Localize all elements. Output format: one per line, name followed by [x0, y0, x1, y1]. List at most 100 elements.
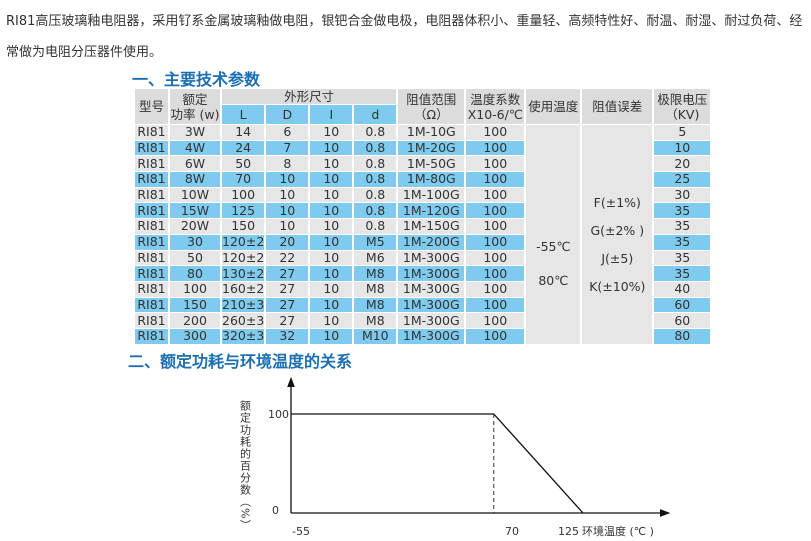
col-L: L [222, 105, 265, 124]
table-row: RI81 80 130±2 27 10 M8 1M-300G 100 35 [135, 265, 711, 281]
table-cell: 8 [266, 156, 309, 172]
table-cell: 100 [466, 298, 525, 313]
table-cell: 20 [266, 235, 309, 250]
table-cell: 6W [170, 156, 220, 172]
table-cell: 150 [170, 298, 220, 313]
table-cell: 10 [310, 298, 353, 313]
tolerance-item: K(±10%) [589, 279, 646, 295]
table-cell: M8 [354, 313, 397, 328]
table-cell: 10 [654, 141, 711, 156]
table-cell: 1M-300G [398, 329, 465, 344]
table-cell: 1M-100G [398, 188, 465, 203]
table-cell: 125 [222, 203, 265, 219]
col-power: 额定 功率 (w) [170, 89, 220, 124]
table-cell: 80 [170, 266, 220, 281]
col-range: 阻值范围 （Ω） [398, 89, 465, 124]
table-cell: RI81 [135, 329, 168, 344]
table-row: RI81 3W 14 6 10 0.8 1M-10G 100 -55℃ 80℃ F(±1%) G(±2… [135, 125, 711, 344]
table-row: RI81 8W 70 10 10 0.8 1M-80G 100 25 [135, 172, 711, 187]
col-temp: 使用温度 [526, 89, 581, 124]
table-cell: 60 [654, 298, 711, 313]
tolerance-item: J(±5) [601, 251, 634, 267]
table-cell: M10 [354, 329, 397, 344]
table-cell: 1M-300G [398, 298, 465, 313]
table-cell: 200 [170, 313, 220, 328]
table-cell: 10 [310, 156, 353, 172]
table-cell: 0.8 [354, 188, 397, 203]
table-cell: 1M-20G [398, 141, 465, 156]
table-cell: RI81 [135, 141, 168, 156]
table-cell: 50 [170, 250, 220, 266]
table-cell: 100 [466, 172, 525, 187]
table-cell: M5 [354, 235, 397, 250]
col-dims: 外形尺寸 [222, 89, 397, 104]
table-cell: 160±2 [222, 281, 265, 297]
table-cell: RI81 [135, 298, 168, 313]
use-temp-cell: -55℃ 80℃ [526, 125, 581, 344]
x-axis-label: 环境温度 (℃ ) [582, 524, 654, 538]
table-cell: 0.8 [354, 172, 397, 187]
table-row: RI81 6W 50 8 10 0.8 1M-50G 100 20 [135, 156, 711, 172]
table-row: RI81 10W 100 10 10 0.8 1M-100G 100 30 [135, 188, 711, 203]
table-cell: 35 [654, 266, 711, 281]
table-cell: 15W [170, 203, 220, 219]
table-cell: 10 [266, 203, 309, 219]
section-title-derating: 二、额定功耗与环境温度的关系 [128, 352, 353, 371]
x-tick--55: -55 [292, 525, 310, 538]
x-tick-70: 70 [505, 525, 519, 538]
table-cell: 1M-120G [398, 203, 465, 219]
table-cell: 30 [170, 235, 220, 250]
table-cell: 50 [222, 156, 265, 172]
table-cell: RI81 [135, 219, 168, 234]
table-cell: RI81 [135, 250, 168, 266]
table-cell: 260±3 [222, 312, 265, 328]
table-cell: 35 [654, 235, 711, 250]
table-cell: 70 [222, 172, 265, 187]
table-row: RI81 50 120±2 22 10 M6 1M-300G 100 35 [135, 249, 711, 266]
table-cell: 100 [466, 156, 525, 172]
table-cell: 0.8 [354, 125, 397, 140]
table-cell: 10 [310, 141, 353, 156]
table-cell: 10 [310, 172, 353, 187]
table-cell: 120±2 [222, 234, 265, 250]
table-row: RI81 20W 150 10 10 0.8 1M-150G 100 35 [135, 219, 711, 234]
table-cell: 27 [266, 313, 309, 328]
table-cell: 10 [310, 250, 353, 266]
table-cell: 1M-150G [398, 219, 465, 234]
table-cell: 210±3 [222, 296, 265, 313]
table-cell: 35 [654, 250, 711, 266]
derating-line [291, 413, 584, 514]
table-cell: 10 [266, 172, 309, 187]
table-cell: 10 [310, 282, 353, 297]
y-tick-0: 0 [272, 504, 279, 517]
table-cell: 100 [466, 250, 525, 266]
table-cell: 1M-50G [398, 156, 465, 172]
table-cell: 130±2 [222, 265, 265, 281]
table-cell: 8W [170, 172, 220, 187]
table-cell: 25 [654, 172, 711, 187]
tolerance-cell: F(±1%) G(±2% ) J(±5) K(±10%) [582, 125, 653, 344]
table-cell: 3W [170, 125, 220, 140]
table-cell: 24 [222, 141, 265, 156]
table-cell: 20 [654, 156, 711, 172]
table-cell: 100 [466, 219, 525, 234]
table-cell: 10 [310, 219, 353, 234]
table-cell: 150 [222, 219, 265, 234]
table-row: RI81 200 260±3 27 10 M8 1M-300G 100 60 [135, 312, 711, 328]
table-cell: RI81 [135, 125, 168, 140]
table-cell: 35 [654, 219, 711, 234]
tolerance-item: F(±1%) [593, 195, 641, 211]
table-cell: 1M-300G [398, 282, 465, 297]
table-cell: M8 [354, 282, 397, 297]
table-cell: 120±2 [222, 249, 265, 266]
table-cell: 100 [466, 188, 525, 203]
table-cell: 1M-300G [398, 313, 465, 328]
table-cell: RI81 [135, 313, 168, 328]
table-cell: RI81 [135, 156, 168, 172]
table-cell: RI81 [135, 282, 168, 297]
table-cell: 0.8 [354, 156, 397, 172]
table-cell: RI81 [135, 203, 168, 219]
col-coef: 温度系数 X10-6/℃ [466, 89, 525, 124]
table-cell: 7 [266, 141, 309, 156]
table-cell: 100 [222, 188, 265, 203]
